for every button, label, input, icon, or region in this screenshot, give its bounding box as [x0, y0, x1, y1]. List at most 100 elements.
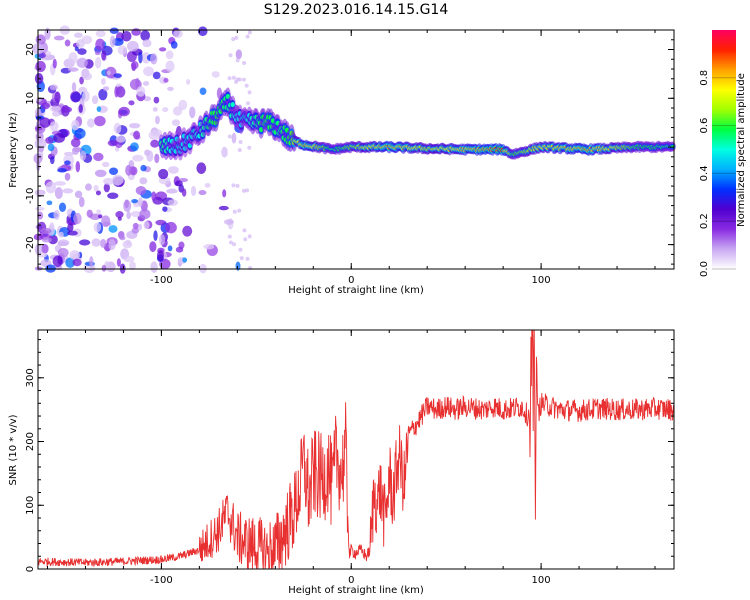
noise-cell [247, 234, 252, 239]
noise-cell [150, 261, 158, 273]
noise-cell [93, 115, 106, 127]
noise-cell [45, 136, 54, 144]
noise-cell [227, 234, 232, 239]
noise-cell [143, 221, 150, 230]
noise-cell [41, 243, 49, 254]
noise-cell [93, 222, 102, 233]
noise-cell [106, 70, 111, 76]
noise-cell [133, 130, 141, 140]
noise-cell [170, 41, 178, 49]
noise-cell [40, 227, 52, 234]
noise-cell [107, 192, 119, 200]
noise-cell [108, 238, 116, 251]
noise-cell [61, 106, 73, 113]
noise-cell [67, 230, 78, 236]
noise-cell [151, 191, 157, 201]
noise-cell [47, 143, 55, 152]
snr-series-line [38, 330, 674, 569]
noise-cell [45, 50, 52, 56]
noise-cell [237, 148, 242, 153]
noise-cell [196, 162, 207, 175]
noise-cell [152, 107, 158, 112]
snr-x-axis-label: Height of straight line (km) [288, 585, 424, 596]
spectrogram-frame [37, 29, 675, 270]
noise-cell [166, 188, 178, 194]
noise-cell [79, 150, 87, 161]
spectrogram-heatmap [32, 25, 676, 274]
snr-axis-ticks: -100 0 100 0 100 200 300 [25, 330, 674, 586]
noise-cell [101, 77, 106, 85]
noise-cell [198, 190, 207, 196]
noise-cell [76, 57, 88, 68]
noise-cell [101, 50, 107, 61]
noise-cell [86, 118, 95, 128]
colorbar-tick-label: 0.4 [699, 165, 710, 181]
noise-cell [57, 168, 67, 173]
noise-cell [70, 138, 81, 148]
noise-cell [162, 206, 168, 212]
noise-cell [149, 241, 157, 253]
noise-cell [243, 237, 248, 242]
noise-cell [153, 230, 158, 242]
noise-cell [141, 52, 151, 64]
noise-cell [181, 188, 187, 197]
noise-cell [58, 231, 64, 238]
noise-cell [41, 237, 52, 243]
x-tick-label: -100 [150, 275, 173, 286]
noise-cell [39, 117, 51, 128]
noise-cell [44, 27, 51, 40]
noise-cell [89, 256, 94, 268]
noise-cell [71, 82, 77, 93]
noise-cell [245, 188, 250, 193]
noise-cell [46, 200, 53, 206]
noise-cell [34, 243, 43, 256]
noise-cell [37, 146, 45, 153]
noise-cell [197, 26, 208, 37]
noise-cell [165, 221, 177, 234]
noise-cell [155, 219, 167, 226]
noise-cell [91, 95, 99, 105]
noise-cell [94, 51, 101, 56]
figure-title: S129.2023.016.14.15.G14 [264, 2, 449, 18]
noise-cell [94, 57, 102, 69]
noise-cell [167, 245, 173, 252]
noise-cell [173, 29, 183, 39]
noise-cell [71, 146, 80, 155]
noise-cell [123, 199, 132, 212]
noise-cell [103, 183, 110, 193]
noise-cell [165, 60, 175, 72]
y-tick-label: -10 [25, 188, 36, 204]
x-tick-label: -100 [150, 575, 173, 586]
noise-cell [165, 50, 174, 60]
y-tick-label: -20 [25, 236, 36, 252]
noise-cell [140, 164, 147, 172]
noise-cell [109, 167, 119, 175]
noise-cell [123, 255, 135, 263]
noise-cell [75, 160, 81, 173]
colorbar-tick-label: 0.8 [699, 70, 710, 86]
y-tick-label: 0 [25, 566, 36, 572]
noise-cell [130, 210, 142, 218]
spectrogram-x-axis-label: Height of straight line (km) [288, 285, 424, 296]
snr-panel: -100 0 100 0 100 200 300 Height of straight li… [8, 329, 675, 596]
noise-cell [228, 240, 233, 245]
noise-cell [35, 60, 46, 73]
noise-cell [246, 101, 251, 106]
noise-cell [235, 58, 240, 63]
noise-cell [238, 140, 243, 145]
noise-cell [167, 166, 179, 174]
noise-cell [136, 86, 146, 97]
noise-cell [131, 28, 141, 36]
noise-cell [101, 264, 107, 272]
noise-cell [190, 185, 197, 197]
noise-cell [49, 105, 61, 113]
x-tick-label: 0 [348, 575, 354, 586]
noise-cell [130, 61, 139, 70]
noise-cell [49, 156, 55, 165]
noise-cell [245, 256, 250, 261]
x-tick-label: 100 [532, 275, 551, 286]
noise-cell [142, 81, 150, 86]
noise-cell [150, 53, 158, 65]
y-tick-label: 10 [25, 92, 36, 105]
noise-cell [128, 122, 141, 129]
